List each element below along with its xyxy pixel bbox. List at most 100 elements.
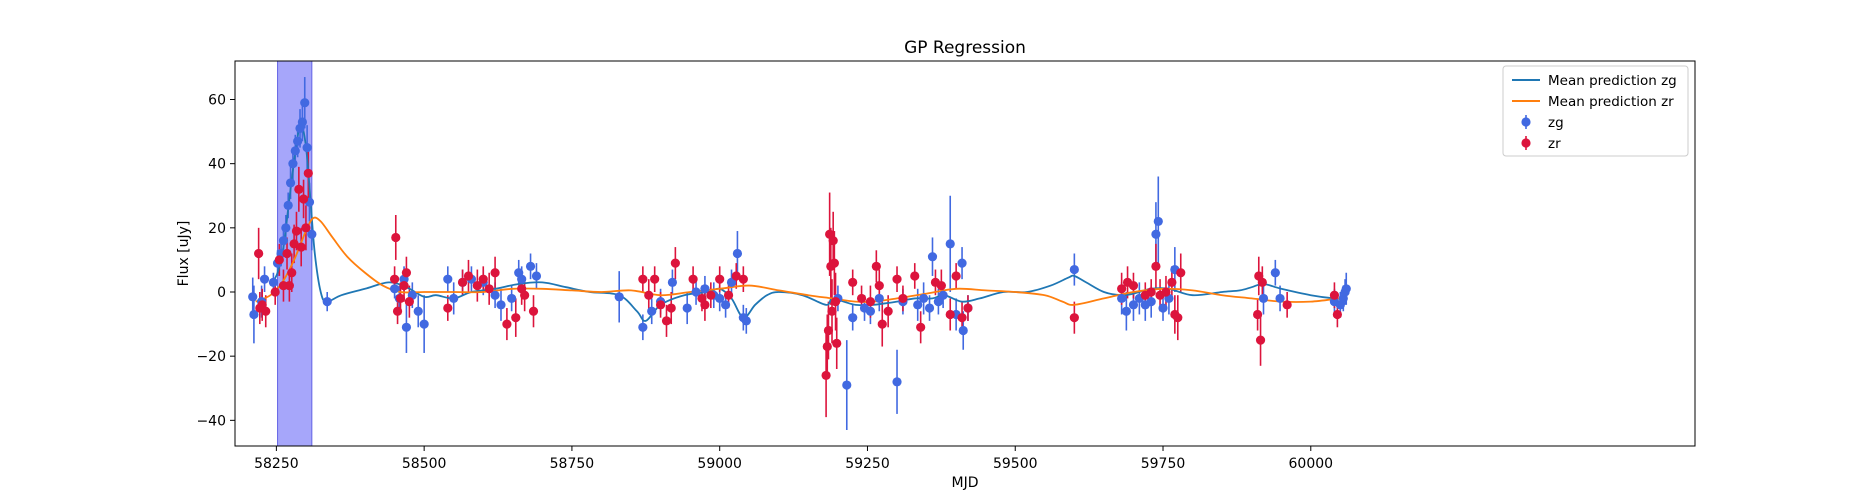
plot-frame [234, 60, 1696, 447]
point-zr [282, 248, 292, 259]
point-zr [261, 306, 271, 316]
point-zr [254, 248, 264, 259]
point-zg [297, 117, 307, 127]
point-zg [283, 200, 293, 210]
point-zr [443, 303, 453, 313]
point-zr [404, 297, 414, 307]
point-zr [963, 303, 973, 313]
legend-point-marker [1521, 138, 1531, 148]
point-zg [667, 277, 678, 287]
point-zg [1270, 268, 1280, 278]
point-zr [490, 268, 500, 278]
point-zg [1121, 306, 1131, 316]
line-layer [255, 123, 1347, 322]
point-zg [443, 274, 453, 284]
point-zr [1069, 313, 1079, 323]
x-tick-label: 59500 [993, 456, 1038, 472]
x-axis-label: MJD [952, 475, 979, 491]
point-zr [661, 316, 672, 326]
point-zg [290, 146, 300, 156]
x-tick-label: 59000 [697, 456, 742, 472]
point-zr [877, 319, 887, 329]
point-zr [723, 290, 734, 300]
point-zg [919, 293, 929, 304]
point-zr [650, 274, 660, 284]
x-axis-ticks: 58250 58500 58750 59000 59250 59500 59750 60000 [254, 446, 1333, 472]
point-zg [848, 313, 858, 323]
point-zg [496, 300, 506, 310]
point-zr [289, 239, 299, 249]
point-zr [1332, 309, 1342, 320]
point-zg [1158, 303, 1168, 313]
point-zr [644, 290, 654, 300]
point-zr [1161, 287, 1171, 297]
y-tick-label: 40 [208, 157, 226, 173]
legend-point-marker [1521, 117, 1531, 127]
point-zr [638, 274, 648, 284]
point-zr [945, 309, 955, 320]
point-zr [916, 322, 926, 332]
point-zg [957, 258, 967, 268]
legend: Mean prediction zg Mean prediction zr zg zr [1502, 65, 1689, 157]
point-zr [1117, 284, 1127, 294]
x-tick-label: 58250 [254, 456, 299, 472]
y-tick-label: 60 [208, 93, 226, 109]
point-zg [1151, 229, 1161, 239]
point-zg [938, 290, 948, 300]
point-zr [1252, 309, 1263, 320]
point-zg [741, 316, 751, 326]
x-tick-label: 58500 [402, 456, 447, 472]
chart-title: GP Regression [904, 38, 1026, 58]
legend-label: zg [1548, 115, 1564, 131]
point-zg [322, 297, 332, 307]
point-zg [268, 277, 279, 287]
point-zr [871, 261, 881, 271]
point-zg [892, 377, 902, 387]
point-zr [957, 313, 967, 323]
point-zg [1153, 216, 1163, 227]
point-zg [682, 303, 692, 313]
point-zg [691, 287, 701, 297]
point-zr [392, 306, 403, 316]
point-zr [391, 232, 401, 243]
point-zr [706, 290, 716, 300]
point-zr [284, 280, 294, 291]
point-zr [399, 280, 409, 291]
point-zg [285, 178, 296, 188]
point-zg [389, 284, 400, 294]
point-zg [927, 252, 938, 262]
point-zg [924, 303, 935, 313]
point-zr [296, 242, 306, 252]
point-zg [1275, 293, 1285, 304]
point-zr [827, 306, 837, 316]
point-zg [732, 248, 743, 259]
point-zg [302, 143, 312, 153]
point-zg [525, 261, 536, 271]
point-zr [828, 236, 838, 246]
point-zg [419, 319, 429, 329]
point-zg [1128, 300, 1139, 310]
point-zg [1341, 284, 1351, 294]
point-zr [287, 268, 297, 278]
point-zg [721, 300, 731, 310]
point-zr [951, 271, 961, 281]
point-zg [614, 292, 624, 302]
point-zr [892, 274, 902, 284]
point-zr [688, 274, 698, 284]
point-zg [715, 293, 725, 304]
point-zg [1069, 264, 1079, 275]
point-zg [945, 239, 955, 249]
y-axis-label: Flux [uJy] [176, 221, 192, 287]
point-zr [274, 255, 284, 265]
point-zg [700, 284, 710, 294]
point-zr [395, 293, 406, 304]
point-zg [1258, 293, 1269, 304]
point-zg [517, 274, 527, 284]
point-zg [490, 290, 500, 300]
x-tick-label: 60000 [1289, 456, 1334, 472]
point-zr [502, 319, 512, 329]
point-zr [1167, 277, 1177, 287]
point-zg [842, 380, 852, 390]
point-zr [655, 300, 666, 310]
point-zr [1146, 287, 1156, 297]
